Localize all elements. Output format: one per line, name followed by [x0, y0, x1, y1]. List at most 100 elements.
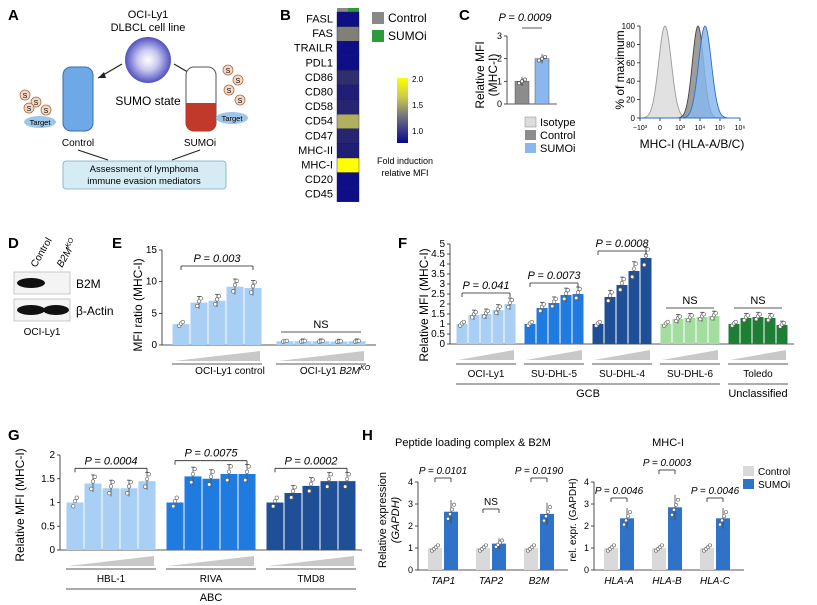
sumo-glyph: S: [34, 100, 39, 107]
gChart-bar: [284, 493, 302, 550]
gChart-point: [192, 466, 197, 472]
fChart-point: [553, 296, 558, 302]
gChart-point: [274, 495, 279, 500]
eChart-point: [198, 296, 203, 301]
h-bar: [444, 511, 458, 570]
h-ytick-label: 2: [408, 521, 413, 531]
sumoi-tube-fill: [186, 103, 216, 131]
gChart-point: [189, 480, 194, 485]
gChart-point: [292, 485, 297, 490]
c-point: [537, 58, 541, 63]
f-pval: P = 0.0008: [595, 238, 649, 250]
h-point: [708, 543, 712, 548]
gChart-point: [89, 486, 94, 491]
fChart-bar: [752, 317, 764, 344]
eChart-bar: [244, 288, 262, 345]
fChart-bar: [696, 317, 708, 344]
fChart-point: [713, 311, 718, 316]
fChart-bar: [468, 315, 480, 344]
eChart-dose-wedge: [278, 351, 364, 361]
h-ytick-label: 3: [408, 499, 413, 509]
f-bracket-label: GCB: [576, 388, 600, 400]
gChart-point: [74, 495, 79, 500]
h-ytick-label: 4: [584, 477, 589, 487]
gChart-point: [207, 482, 212, 487]
h-point: [448, 512, 452, 516]
g-pval: P = 0.0002: [284, 455, 337, 467]
gChart-bar: [102, 488, 120, 550]
h-bar: [524, 548, 538, 570]
panel-c: C P = 0.0009 0 1 2 3 Relative MFI (MHC-I) I…: [459, 7, 745, 155]
h-pval: P = 0.0190: [515, 466, 564, 477]
legend-sumoi-label: SUMOi: [758, 480, 790, 491]
fChart-point: [689, 313, 694, 318]
control-tube-icon: [62, 66, 94, 132]
fChart-ytick-label: 2: [439, 299, 445, 310]
eChart-point: [252, 280, 257, 285]
heatmap-cell: [336, 172, 360, 188]
lane-b2m-text: B2M: [55, 246, 75, 270]
gChart-bar: [120, 488, 138, 550]
h-point: [720, 518, 724, 523]
target-icon: [24, 116, 56, 128]
hist-xtick-label: 10⁴: [695, 125, 706, 132]
gChart-point: [126, 484, 132, 489]
blot-cell-label: OCI-Ly1: [24, 327, 61, 338]
fChart-point: [541, 302, 546, 307]
heatmap-row-label: CD47: [305, 130, 333, 142]
eChart-point: [232, 282, 238, 288]
h-point: [660, 543, 664, 548]
fChart-point: [701, 312, 706, 317]
fChart-dose-wedge: [730, 350, 786, 360]
sumo-glyph: S: [227, 88, 232, 95]
legend-control-label: Control: [758, 467, 790, 478]
colorbar-label2: relative MFI: [381, 168, 428, 178]
f-group-label: Toledo: [743, 369, 773, 380]
h-bar-chart: 0 1 2 3 4 TAP1 P = 0.0101 TAP2 NS B2M P = 0.0190 0 1…: [408, 458, 744, 587]
eChart-bar: [208, 300, 226, 345]
h-bar: [604, 548, 618, 570]
eChart-point: [302, 338, 307, 343]
h-point: [612, 543, 616, 548]
panel-h: H Peptide loading complex & B2M MHC-I Re…: [362, 427, 790, 587]
colorbar: [397, 78, 408, 143]
gChart-bar: [84, 483, 102, 550]
gChart-point: [307, 488, 312, 494]
h-bar: [476, 548, 490, 570]
fChart-bar: [504, 304, 516, 344]
h-ytick-label: 0: [584, 565, 589, 575]
gChart-dose-wedge: [268, 556, 354, 566]
h-bar: [716, 518, 730, 570]
h-ylabel2: rel. expr. (GAPDH): [568, 478, 579, 561]
arrow-down-left-icon: [77, 149, 109, 161]
h-bar: [620, 518, 634, 570]
h-ylabel1-b: (GAPDH): [390, 496, 402, 543]
c-ytick-label: 3: [497, 31, 502, 41]
eChart-ytick-label: 10: [146, 277, 158, 288]
heatmap-row-label: MHC-I: [301, 160, 333, 172]
fChart-point: [645, 247, 650, 252]
gChart-point: [344, 476, 350, 482]
eChart-point: [338, 339, 343, 344]
c-point: [540, 56, 544, 61]
fChart-point: [757, 312, 762, 317]
fChart-ytick-label: 4: [439, 259, 445, 270]
gChart-point: [326, 476, 332, 482]
c-ytick-label: 0: [497, 99, 502, 109]
fChart-ytick-label: 5: [439, 239, 445, 250]
eChart-ytick-label: 5: [151, 308, 157, 319]
eChart-ytick-label: 15: [146, 245, 158, 256]
fChart-bar: [456, 324, 468, 344]
f-group-label: SU-DHL-4: [599, 369, 646, 380]
fChart-point: [630, 274, 635, 279]
c-point: [523, 77, 527, 82]
c-point: [520, 79, 524, 84]
legend-control-label: Control: [540, 130, 575, 142]
heatmap-col-sumoi: [348, 8, 359, 12]
gChart-point: [271, 504, 276, 509]
c-bar-chart: 0 1 2 3: [497, 27, 557, 109]
f-pval: P = 0.0073: [527, 270, 581, 282]
e-group2-sup: KO: [360, 365, 371, 372]
legend-sumoi-label: SUMOi: [540, 143, 575, 155]
g-pval: P = 0.0004: [84, 455, 137, 467]
